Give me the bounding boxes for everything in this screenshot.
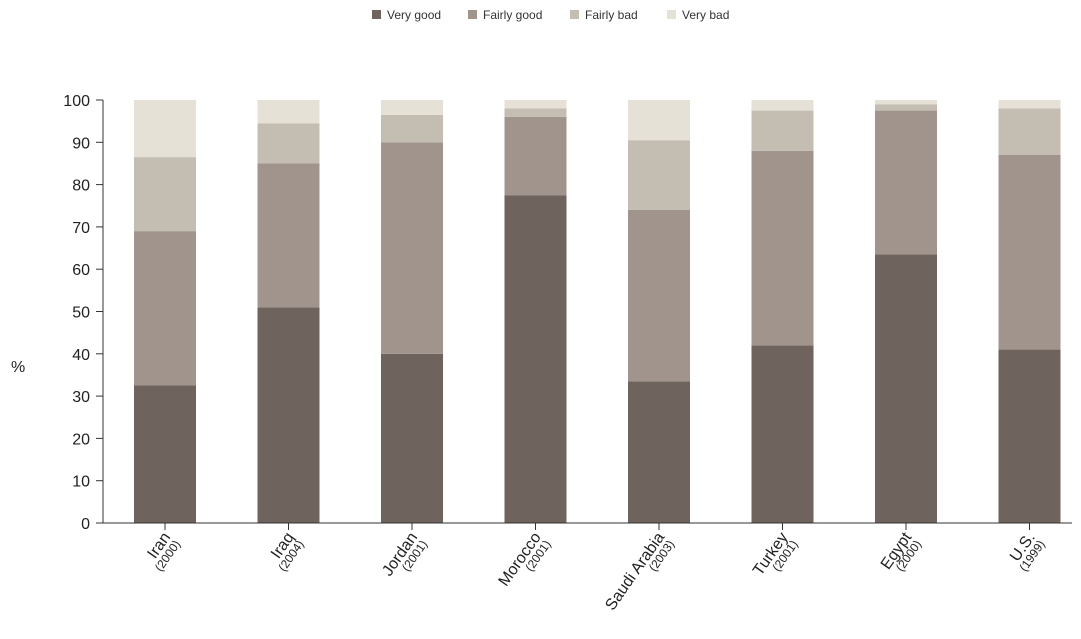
bar-saudi-arabia-fairly-bad — [628, 140, 690, 210]
y-axis-label: % — [11, 359, 25, 376]
x-tick-label-saudi-arabia: Saudi Arabia(2003) — [602, 529, 677, 613]
y-tick-label: 20 — [72, 431, 90, 448]
x-tick-label-u-s: U.S.(1999) — [1007, 530, 1048, 574]
bar-iraq-fairly-bad — [257, 123, 320, 164]
bar-morocco-very-bad — [504, 100, 567, 109]
bar-iran-fairly-bad — [134, 157, 196, 232]
bar-u-s-fairly-bad — [998, 108, 1061, 155]
bar-u-s-very-bad — [998, 100, 1061, 109]
bar-iran-fairly-good — [134, 231, 196, 386]
bar-u-s-very-good — [998, 349, 1061, 523]
bar-turkey-fairly-bad — [751, 110, 814, 151]
x-tick-label-iran: Iran(2000) — [145, 530, 184, 574]
bar-turkey-very-good — [751, 345, 814, 523]
y-tick-label: 10 — [72, 474, 90, 491]
bar-morocco-fairly-good — [504, 116, 567, 196]
bar-jordan-very-bad — [381, 100, 443, 115]
bar-u-s-fairly-good — [998, 154, 1061, 350]
y-tick-label: 30 — [72, 389, 90, 406]
legend-label-fairly-bad: Fairly bad — [585, 8, 638, 22]
bar-jordan-fairly-good — [381, 142, 443, 354]
legend: Very good Fairly good Fairly bad Very bad — [372, 8, 729, 22]
legend-swatch-fairly-good — [468, 10, 477, 19]
y-tick-label: 0 — [81, 516, 90, 533]
x-tick-label-jordan: Jordan(2001) — [379, 530, 430, 580]
y-tick-label: 50 — [72, 305, 90, 322]
x-tick-label-morocco: Morocco(2001) — [496, 529, 554, 589]
legend-swatch-very-bad — [667, 10, 676, 19]
bar-morocco-fairly-bad — [504, 108, 567, 117]
y-tick-label: 40 — [72, 347, 90, 364]
y-tick-label: 80 — [72, 178, 90, 195]
bar-saudi-arabia-fairly-good — [628, 209, 690, 382]
y-tick-label: 90 — [72, 135, 90, 152]
x-tick-label-egypt: Egypt(2000) — [878, 529, 924, 574]
bar-turkey-fairly-good — [751, 150, 814, 346]
bar-jordan-fairly-bad — [381, 114, 443, 143]
y-tick-label: 70 — [72, 220, 90, 237]
legend-swatch-very-good — [372, 10, 381, 19]
x-ticks: Iran(2000) Iraq(2004) Jordan(2001) Morocco(… — [145, 523, 1048, 614]
bar-egypt-fairly-bad — [875, 104, 937, 111]
bar-jordan-very-good — [381, 353, 443, 523]
bar-turkey-very-bad — [751, 100, 814, 111]
bar-egypt-very-bad — [875, 100, 937, 105]
bar-iraq-fairly-good — [257, 163, 320, 308]
bar-morocco-very-good — [504, 195, 567, 524]
bar-iran-very-bad — [134, 100, 196, 158]
bar-iraq-very-good — [257, 307, 320, 523]
bar-egypt-fairly-good — [875, 110, 937, 255]
legend-label-fairly-good: Fairly good — [483, 8, 542, 22]
bar-saudi-arabia-very-good — [628, 381, 690, 523]
y-ticks: 0 10 20 30 40 50 60 70 80 90 100 — [63, 93, 103, 533]
bar-iraq-very-bad — [257, 100, 320, 124]
legend-swatch-fairly-bad — [570, 10, 579, 19]
y-tick-label: 60 — [72, 262, 90, 279]
bar-iran-very-good — [134, 385, 196, 523]
legend-label-very-good: Very good — [387, 8, 441, 22]
x-tick-label-turkey: Turkey(2001) — [750, 530, 801, 579]
y-tick-label: 100 — [63, 93, 90, 110]
x-tick-label-iraq: Iraq(2004) — [268, 530, 307, 574]
bar-saudi-arabia-very-bad — [628, 100, 690, 141]
bars — [134, 100, 1061, 524]
legend-label-very-bad: Very bad — [682, 8, 729, 22]
bar-egypt-very-good — [875, 254, 937, 523]
